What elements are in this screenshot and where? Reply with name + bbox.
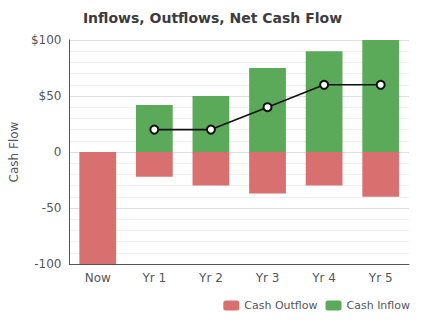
svg-text:Yr 4: Yr 4 (311, 271, 336, 285)
svg-text:$100: $100 (31, 33, 62, 47)
svg-text:0: 0 (54, 145, 62, 159)
svg-text:Inflows, Outflows, Net Cash Fl: Inflows, Outflows, Net Cash Flow (83, 10, 342, 26)
svg-text:Yr 1: Yr 1 (141, 271, 166, 285)
svg-text:Yr 3: Yr 3 (255, 271, 280, 285)
svg-text:-50: -50 (42, 201, 62, 215)
svg-text:Cash Inflow: Cash Inflow (347, 299, 411, 312)
svg-text:Yr 2: Yr 2 (198, 271, 223, 285)
svg-text:Now: Now (85, 271, 111, 285)
svg-text:Cash Flow: Cash Flow (7, 121, 21, 182)
svg-text:$50: $50 (39, 89, 62, 103)
svg-text:Cash Outflow: Cash Outflow (244, 299, 317, 312)
svg-text:Yr 5: Yr 5 (368, 271, 393, 285)
svg-text:-100: -100 (34, 257, 61, 271)
